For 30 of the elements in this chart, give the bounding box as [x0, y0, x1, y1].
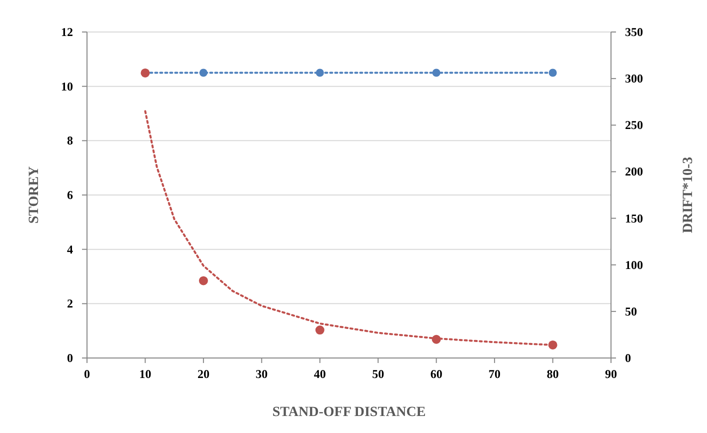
- y-tick-label: 4: [67, 242, 73, 256]
- y2-tick-label: 150: [625, 211, 643, 226]
- x-tick-label: 50: [372, 367, 384, 381]
- point: [198, 276, 208, 286]
- y-tick-label: 6: [67, 188, 73, 202]
- x-tick-label: 80: [546, 367, 559, 381]
- y2-tick-label: 300: [625, 72, 643, 86]
- x-tick-label: 70: [488, 367, 501, 381]
- y2-tick-label: 0: [625, 351, 631, 365]
- y2-tick-label: 350: [625, 25, 643, 39]
- y-tick-label: 2: [67, 296, 73, 311]
- x-tick-label: 40: [314, 367, 326, 381]
- y-tick-label: 0: [67, 351, 73, 365]
- x-tick-label: 10: [139, 367, 152, 381]
- y2-axis-title: DRIFT*10-3: [681, 156, 696, 234]
- y-tick-label: 10: [61, 79, 73, 94]
- x-axis-title: STAND-OFF DISTANCE: [272, 405, 426, 420]
- x-tick-label: 20: [197, 367, 210, 381]
- point: [315, 326, 324, 335]
- y2-tick-label: 250: [625, 118, 643, 132]
- x-tick-label: 60: [430, 367, 442, 381]
- y2-tick-label: 50: [625, 304, 637, 318]
- y-axis-title: STOREY: [27, 166, 42, 224]
- x-tick-label: 30: [256, 367, 268, 381]
- y2-tick-label: 200: [625, 164, 643, 179]
- y2-tick-label: 100: [625, 258, 643, 272]
- y-tick-label: 8: [67, 134, 73, 148]
- y-tick-label: 12: [61, 25, 73, 39]
- x-tick-label: 0: [84, 367, 90, 381]
- x-tick-label: 90: [605, 367, 617, 381]
